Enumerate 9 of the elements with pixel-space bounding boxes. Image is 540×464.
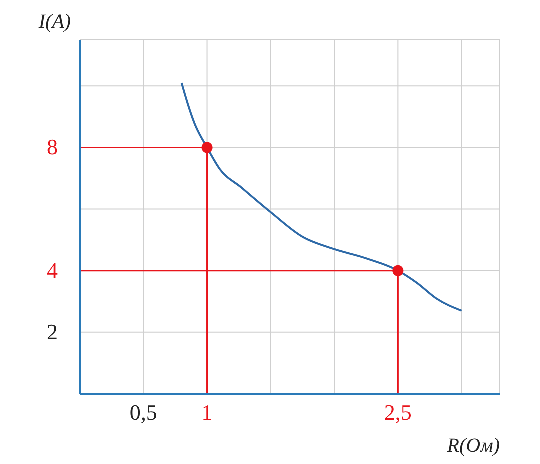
line-series	[180, 82, 463, 312]
x-tick-label: 2,5	[384, 400, 412, 425]
y-tick-label: 2	[47, 319, 58, 344]
y-tick-label: 4	[47, 258, 58, 283]
x-axis-title: R(Ом)	[446, 435, 500, 457]
y-axis-title: I(A)	[38, 11, 72, 33]
x-tick-label: 1	[202, 400, 213, 425]
y-tick-label: 8	[47, 134, 58, 160]
x-tick-label: 0,5	[130, 400, 158, 425]
